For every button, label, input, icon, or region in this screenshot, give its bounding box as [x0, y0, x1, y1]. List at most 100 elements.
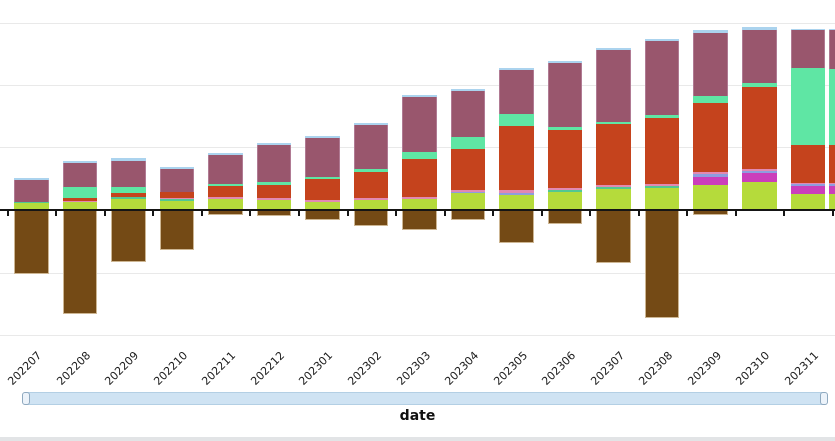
segment-lime[interactable] — [596, 189, 631, 209]
segment-mauve[interactable] — [742, 29, 777, 83]
segment-pink[interactable] — [402, 196, 437, 199]
segment-cap[interactable] — [742, 26, 777, 30]
segment-brown-negative[interactable] — [450, 211, 486, 220]
range-slider-left-handle[interactable] — [22, 392, 30, 405]
segment-magenta[interactable] — [829, 185, 835, 194]
segment-mauve[interactable] — [62, 163, 97, 187]
segment-lime[interactable] — [547, 192, 583, 209]
segment-teal[interactable] — [111, 197, 146, 199]
segment-orange[interactable] — [305, 179, 340, 200]
segment-cap[interactable] — [450, 88, 486, 91]
segment-mint[interactable] — [644, 115, 680, 118]
segment-mint[interactable] — [62, 186, 97, 198]
range-slider-track[interactable] — [22, 392, 828, 405]
segment-pink[interactable] — [450, 190, 486, 192]
segment-pink[interactable] — [353, 197, 389, 200]
segment-blue[interactable] — [450, 191, 486, 193]
segment-lime[interactable] — [111, 199, 146, 209]
segment-mauve[interactable] — [790, 29, 825, 68]
segment-brown-negative[interactable] — [499, 211, 534, 243]
segment-cap[interactable] — [159, 166, 195, 169]
segment-lime[interactable] — [62, 202, 97, 209]
segment-cap[interactable] — [305, 136, 340, 138]
segment-brown-negative[interactable] — [547, 211, 583, 224]
segment-lime[interactable] — [305, 201, 340, 209]
range-slider-right-handle[interactable] — [820, 392, 828, 405]
segment-lime[interactable] — [14, 203, 49, 209]
segment-mauve[interactable] — [305, 138, 340, 177]
segment-cap[interactable] — [644, 38, 680, 41]
segment-mint[interactable] — [450, 137, 486, 149]
segment-orange[interactable] — [693, 102, 728, 172]
segment-teal[interactable] — [644, 186, 680, 188]
segment-lime[interactable] — [450, 193, 486, 209]
segment-cap[interactable] — [693, 29, 728, 33]
segment-mint[interactable] — [305, 176, 340, 179]
segment-teal[interactable] — [14, 201, 49, 203]
segment-blue[interactable] — [693, 174, 728, 177]
segment-lime[interactable] — [693, 185, 728, 209]
segment-magenta[interactable] — [693, 176, 728, 185]
segment-orange[interactable] — [111, 192, 146, 197]
segment-orange[interactable] — [208, 185, 243, 197]
segment-brown-negative[interactable] — [14, 211, 49, 274]
segment-mint[interactable] — [790, 67, 825, 145]
segment-pink[interactable] — [62, 200, 97, 202]
segment-brown-negative[interactable] — [596, 211, 631, 263]
segment-blue[interactable] — [742, 171, 777, 173]
segment-orange[interactable] — [159, 191, 195, 198]
segment-orange[interactable] — [402, 159, 437, 197]
segment-pink[interactable] — [644, 184, 680, 186]
segment-mint[interactable] — [499, 114, 534, 126]
segment-brown-negative[interactable] — [256, 211, 292, 216]
segment-blue[interactable] — [790, 184, 825, 186]
segment-mint[interactable] — [547, 127, 583, 130]
segment-cap[interactable] — [62, 160, 97, 163]
segment-pink[interactable] — [742, 169, 777, 171]
segment-mint[interactable] — [111, 186, 146, 193]
segment-mauve[interactable] — [402, 97, 437, 152]
segment-pink[interactable] — [208, 196, 243, 199]
segment-cap[interactable] — [829, 28, 835, 30]
segment-cap[interactable] — [111, 158, 146, 161]
segment-cap[interactable] — [256, 142, 292, 145]
segment-pink[interactable] — [499, 190, 534, 193]
segment-mint[interactable] — [208, 183, 243, 186]
segment-magenta[interactable] — [742, 172, 777, 182]
segment-orange[interactable] — [829, 144, 835, 183]
segment-lime[interactable] — [829, 194, 835, 209]
segment-mauve[interactable] — [450, 91, 486, 137]
segment-cap[interactable] — [499, 67, 534, 70]
segment-cap[interactable] — [547, 60, 583, 63]
segment-blue[interactable] — [829, 184, 835, 186]
segment-lime[interactable] — [256, 200, 292, 209]
segment-brown-negative[interactable] — [644, 211, 680, 318]
segment-brown-negative[interactable] — [208, 211, 243, 215]
segment-lime[interactable] — [499, 195, 534, 209]
segment-orange[interactable] — [596, 124, 631, 185]
segment-brown-negative[interactable] — [353, 211, 389, 226]
segment-orange[interactable] — [256, 184, 292, 198]
segment-lime[interactable] — [644, 188, 680, 209]
segment-mint[interactable] — [256, 181, 292, 185]
segment-cap[interactable] — [596, 47, 631, 50]
segment-brown-negative[interactable] — [305, 211, 340, 220]
segment-mauve[interactable] — [499, 70, 534, 114]
segment-mauve[interactable] — [693, 32, 728, 96]
segment-brown-negative[interactable] — [402, 211, 437, 230]
segment-mauve[interactable] — [256, 144, 292, 182]
segment-mauve[interactable] — [547, 63, 583, 127]
segment-orange[interactable] — [742, 86, 777, 169]
segment-cap[interactable] — [353, 122, 389, 125]
segment-cap[interactable] — [402, 94, 437, 97]
segment-mauve[interactable] — [14, 180, 49, 202]
segment-brown-negative[interactable] — [111, 211, 146, 262]
segment-mauve[interactable] — [353, 125, 389, 169]
segment-lime[interactable] — [208, 198, 243, 209]
segment-orange[interactable] — [353, 171, 389, 198]
segment-orange[interactable] — [547, 129, 583, 188]
segment-orange[interactable] — [62, 197, 97, 201]
segment-orange[interactable] — [450, 148, 486, 190]
segment-mint[interactable] — [402, 152, 437, 159]
segment-cap[interactable] — [14, 177, 49, 180]
